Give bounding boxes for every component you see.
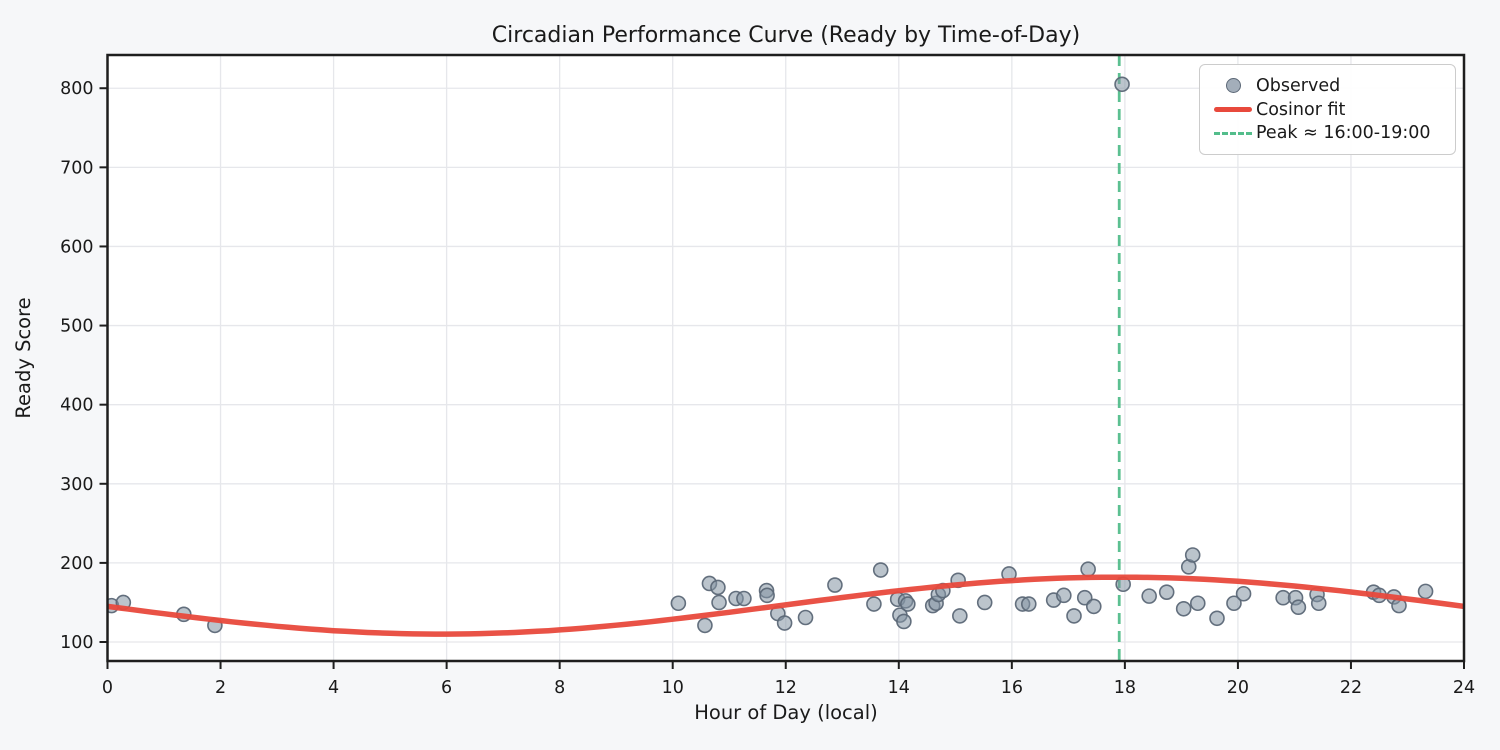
scatter-point-observed <box>872 562 889 578</box>
scatter-point-observed <box>1310 595 1327 612</box>
y-tick-label: 800 <box>60 79 93 99</box>
scatter-point-observed <box>1066 608 1082 624</box>
y-tick-label: 200 <box>60 554 93 574</box>
y-axis-label: Ready Score <box>12 297 35 418</box>
scatter-point-observed <box>1235 585 1252 602</box>
scatter-point-observed <box>900 596 916 612</box>
x-tick-label: 8 <box>554 678 565 698</box>
x-tick-label: 6 <box>441 678 452 698</box>
scatter-point-observed <box>1056 587 1072 604</box>
peak-line-marker-icon <box>1214 131 1252 135</box>
x-tick-label: 10 <box>662 678 684 698</box>
x-tick-label: 4 <box>328 678 339 698</box>
scatter-point-observed <box>1080 561 1096 578</box>
y-tick-label: 600 <box>60 237 93 257</box>
scatter-point-observed <box>776 615 793 631</box>
gridlines <box>106 55 1465 661</box>
scatter-point-observed <box>1184 547 1201 563</box>
x-tick-label: 18 <box>1114 678 1136 698</box>
scatter-point-observed <box>697 617 713 634</box>
chart-title: Circadian Performance Curve (Ready by Ti… <box>492 23 1080 48</box>
fit-line-marker-icon <box>1214 107 1252 112</box>
scatter-point-observed <box>797 609 814 626</box>
x-tick-label: 24 <box>1453 678 1475 698</box>
observed-marker-icon <box>1225 78 1241 94</box>
scatter-point-observed <box>1189 595 1206 612</box>
y-tick-label: 500 <box>60 317 93 337</box>
scatter-point-observed <box>1290 599 1307 616</box>
scatter-point-observed <box>952 608 968 624</box>
scatter-point-observed <box>1209 610 1225 627</box>
scatter-point-observed <box>1158 584 1175 600</box>
scatter-point-observed <box>1085 598 1102 615</box>
x-tick-label: 14 <box>888 678 910 698</box>
legend-label-observed: Observed <box>1256 75 1341 96</box>
x-tick-label: 16 <box>1001 678 1023 698</box>
scatter-point-observed <box>759 587 775 604</box>
cosinor-fit-line <box>107 574 1464 637</box>
y-tick-label: 700 <box>60 158 93 178</box>
legend-label-cosinor-fit: Cosinor fit <box>1256 99 1346 120</box>
plot-border <box>106 53 1466 663</box>
scatter-point-observed <box>1114 76 1130 93</box>
x-tick-label: 12 <box>775 678 797 698</box>
scatter-point-observed <box>896 613 912 630</box>
legend-label-peak: Peak ≈ 16:00-19:00 <box>1256 123 1431 144</box>
scatter-point-observed <box>827 577 843 593</box>
scatter-point-observed <box>1175 600 1192 617</box>
scatter-point-observed <box>710 579 726 596</box>
scatter-point-observed <box>670 595 687 612</box>
axes-spines <box>106 53 1466 663</box>
scatter-point-observed <box>1226 595 1242 612</box>
scatter-point-observed <box>1020 596 1037 612</box>
scatter-point-observed <box>866 596 882 612</box>
y-tick-label: 100 <box>60 633 93 653</box>
x-tick-label: 2 <box>215 678 226 698</box>
legend-item-cosinor-fit: Cosinor fit <box>1210 98 1443 122</box>
scatter-point-observed <box>736 590 752 607</box>
x-tick-label: 20 <box>1227 678 1249 698</box>
legend: Observed Cosinor fit Peak ≈ 16:00-19:00 <box>1199 64 1456 155</box>
y-tick-label: 400 <box>60 396 93 416</box>
y-tick-label: 300 <box>60 475 93 495</box>
x-axis-label: Hour of Day (local) <box>694 701 878 724</box>
data-layer <box>107 55 1464 661</box>
scatter-point-observed <box>1141 588 1157 604</box>
legend-item-peak: Peak ≈ 16:00-19:00 <box>1210 121 1443 145</box>
legend-item-observed: Observed <box>1210 74 1443 98</box>
x-tick-label: 22 <box>1340 678 1362 698</box>
scatter-point-observed <box>976 594 993 611</box>
scatter-point-observed <box>711 594 727 611</box>
axis-ticks: 0 2 4 6 8 10 12 14 16 18 20 22 241002003004005006007… <box>60 79 1475 698</box>
scatter-point-observed <box>1417 583 1434 600</box>
x-tick-label: 0 <box>102 678 113 698</box>
